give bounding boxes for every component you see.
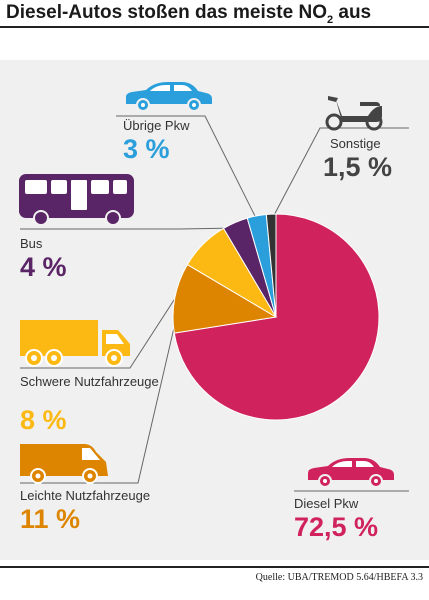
truck-icon: [20, 320, 130, 367]
bus-icon: [19, 174, 134, 226]
title-rule: [0, 26, 429, 28]
label-leichte-nutzfahrzeuge: Leichte Nutzfahrzeuge: [20, 488, 151, 503]
leader-line-uebrige-pkw: [116, 115, 259, 222]
car-icon: [126, 82, 212, 112]
chart-title: Diesel-Autos stoßen das meiste NO2 aus: [6, 2, 372, 26]
label-diesel-pkw: Diesel Pkw: [294, 496, 359, 511]
label-uebrige-pkw: Übrige Pkw: [123, 118, 190, 133]
value-diesel-pkw: 72,5 %: [294, 512, 379, 542]
label-sonstige: Sonstige: [330, 136, 381, 151]
label-schwere-nutzfahrzeuge: Schwere Nutzfahrzeuge: [20, 374, 159, 389]
van-icon: [20, 444, 108, 484]
leader-line-leichte-nutzfahrzeuge: [20, 298, 182, 484]
car-icon: [308, 458, 394, 488]
scooter-icon: [325, 96, 383, 131]
pie-slice-leichte-nutzfahrzeuge: [172, 263, 278, 334]
pie-slice-sonstige: [265, 213, 277, 318]
footer-rule: [0, 566, 429, 568]
value-schwere-nutzfahrzeuge: 8 %: [20, 405, 67, 435]
leader-line-bus: [20, 227, 238, 230]
leader-lines: [20, 115, 409, 492]
source-note: Quelle: UBA/TREMOD 5.64/HBEFA 3.3: [255, 572, 423, 583]
value-sonstige: 1,5 %: [323, 152, 393, 182]
pie-slices: [172, 213, 380, 421]
value-uebrige-pkw: 3 %: [123, 134, 170, 164]
label-bus: Bus: [20, 236, 43, 251]
value-leichte-nutzfahrzeuge: 11 %: [20, 504, 81, 534]
value-bus: 4 %: [20, 252, 67, 282]
